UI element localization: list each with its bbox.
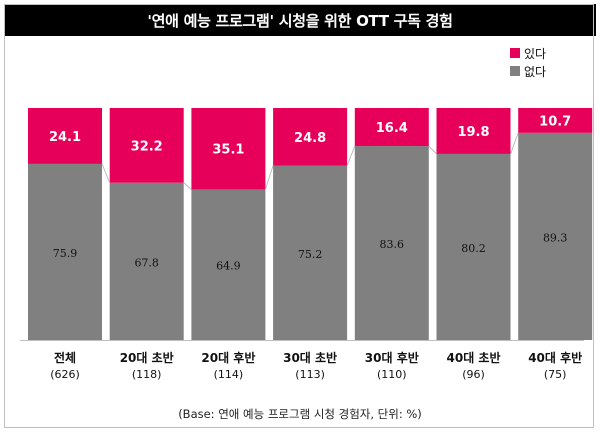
connector-line xyxy=(101,163,111,183)
bar-segment-none xyxy=(273,165,348,340)
data-label-yes: 32.2 xyxy=(131,139,163,154)
sample-size-label: (113) xyxy=(295,368,325,381)
legend-swatch xyxy=(510,66,520,76)
data-label-none: 67.8 xyxy=(134,256,159,269)
bar-segment-yes xyxy=(28,108,102,164)
data-label-none: 80.2 xyxy=(461,242,486,255)
bar-segment-none xyxy=(436,153,511,340)
data-label-yes: 35.1 xyxy=(212,143,244,158)
category-label: 30대 후반 xyxy=(365,350,419,365)
category-label: 40대 후반 xyxy=(528,350,582,365)
data-label-none: 83.6 xyxy=(380,238,405,251)
bar-segment-yes xyxy=(191,108,266,190)
data-label-yes: 24.8 xyxy=(294,131,326,146)
data-label-none: 75.9 xyxy=(53,247,78,260)
data-label-yes: 24.1 xyxy=(49,130,81,145)
bar-segment-yes xyxy=(109,108,184,183)
connector-line xyxy=(428,145,437,155)
legend-label: 있다 xyxy=(524,47,546,61)
bar-segment-yes xyxy=(436,108,511,154)
category-label: 30대 초반 xyxy=(283,350,337,365)
connector-line xyxy=(510,132,519,155)
sample-size-label: (626) xyxy=(50,368,80,381)
sample-size-label: (118) xyxy=(132,368,162,381)
connector-line xyxy=(183,182,192,190)
data-label-yes: 10.7 xyxy=(539,114,571,129)
legend-label: 없다 xyxy=(524,65,546,79)
sample-size-label: (114) xyxy=(214,368,244,381)
sample-size-label: (96) xyxy=(462,368,485,381)
bar-segment-yes xyxy=(273,108,348,166)
connector-line xyxy=(346,145,356,166)
chart-title: '연애 예능 프로그램' 시청을 위한 OTT 구독 경험 xyxy=(4,4,596,36)
bar-segment-none xyxy=(518,132,593,340)
data-label-yes: 19.8 xyxy=(457,125,489,140)
data-label-yes: 16.4 xyxy=(376,121,408,136)
data-label-none: 64.9 xyxy=(216,260,241,273)
bar-segment-yes xyxy=(518,108,593,133)
category-label: 20대 후반 xyxy=(201,350,255,365)
bar-segment-none xyxy=(354,146,429,340)
data-label-none: 75.2 xyxy=(298,248,323,261)
footnote: (Base: 연애 예능 프로그램 시청 경험자, 단위: %) xyxy=(178,407,422,421)
category-label: 20대 초반 xyxy=(120,350,174,365)
sample-size-label: (110) xyxy=(377,368,407,381)
bar-segment-none xyxy=(28,163,102,340)
connector-line xyxy=(265,165,274,190)
data-label-none: 89.3 xyxy=(543,231,568,244)
bar-segment-none xyxy=(109,182,184,340)
bar-segment-yes xyxy=(354,108,429,147)
sample-size-label: (75) xyxy=(544,368,567,381)
legend-swatch xyxy=(510,48,520,58)
category-label: 전체 xyxy=(54,350,76,365)
category-label: 40대 초반 xyxy=(447,350,501,365)
bar-segment-none xyxy=(191,189,266,340)
